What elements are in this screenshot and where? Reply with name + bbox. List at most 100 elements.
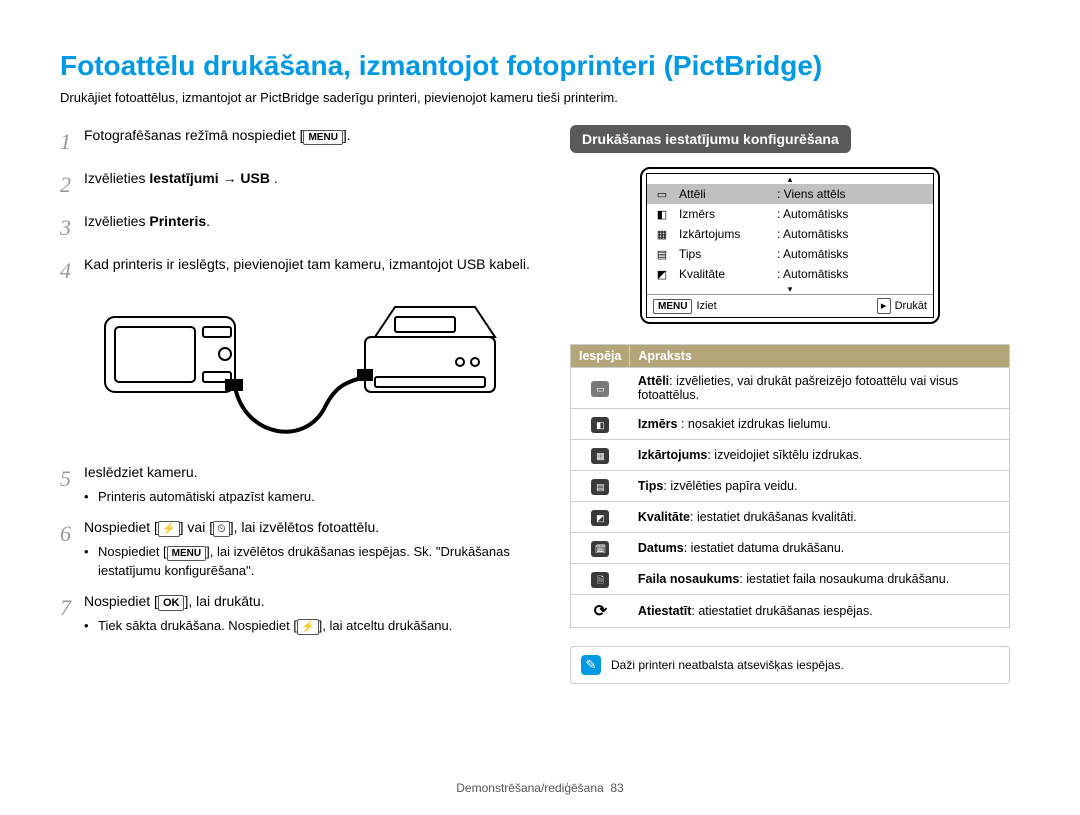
lcd-value: : Viens attēls — [777, 187, 927, 201]
step-text: Tiek sākta drukāšana. Nospiediet [ — [98, 618, 297, 633]
step-body: Izvēlieties Printeris. — [84, 211, 530, 232]
step-sub: Printeris automātiski atpazīst kameru. — [84, 487, 530, 507]
lcd-row-size: ◧ Izmērs : Automātisks — [647, 204, 933, 224]
lcd-row-images: ▭ Attēli : Viens attēls — [647, 184, 933, 204]
lcd-row-layout: ▦ Izkārtojums : Automātisks — [647, 224, 933, 244]
note-box: ✎ Daži printeri neatbalsta atsevišķas ie… — [570, 646, 1010, 684]
step-number: 4 — [60, 254, 84, 287]
table-row: 🗓 Datums: iestatiet datuma drukāšanu. — [571, 533, 1010, 564]
opt-date-icon: 🗓 — [571, 533, 630, 564]
opt-filename-icon: 🗎 — [571, 564, 630, 595]
lcd-inner: ▴ ▭ Attēli : Viens attēls ◧ Izmērs : Aut… — [646, 173, 934, 318]
lcd-exit: MENU Iziet — [653, 298, 717, 314]
step-number: 5 — [60, 462, 84, 495]
step-number: 2 — [60, 168, 84, 201]
opt-images-icon: ▭ — [571, 368, 630, 409]
left-column: 1 Fotografēšanas režīmā nospiediet [MENU… — [60, 125, 530, 684]
step-body: Ieslēdziet kameru. Printeris automātiski… — [84, 462, 530, 507]
lcd-value: : Automātisks — [777, 267, 927, 281]
step-body: Nospiediet [OK], lai drukātu. Tiek sākta… — [84, 591, 530, 636]
right-column: Drukāšanas iestatījumu konfigurēšana ▴ ▭… — [570, 125, 1010, 684]
lcd-value: : Automātisks — [777, 227, 927, 241]
col-desc: Apraksts — [630, 345, 1010, 368]
content-columns: 1 Fotografēšanas režīmā nospiediet [MENU… — [60, 125, 1020, 684]
step-5: 5 Ieslēdziet kameru. Printeris automātis… — [60, 462, 530, 507]
page-number: 83 — [610, 781, 623, 795]
menu-button-icon: MENU — [653, 299, 692, 314]
lcd-print-label: Drukāt — [895, 300, 927, 312]
opt-size-icon: ◧ — [571, 409, 630, 440]
opt-desc: Datums: iestatiet datuma drukāšanu. — [630, 533, 1010, 564]
config-section-header: Drukāšanas iestatījumu konfigurēšana — [570, 125, 851, 153]
step-text: Fotografēšanas režīmā nospiediet [ — [84, 127, 303, 143]
lcd-exit-label: Iziet — [696, 300, 716, 312]
page-subtitle: Drukājiet fotoattēlus, izmantojot ar Pic… — [60, 90, 1020, 105]
menu-button-icon: MENU — [167, 546, 206, 561]
table-row: ◧ Izmērs : nosakiet izdrukas lielumu. — [571, 409, 1010, 440]
step-text: Nospiediet [ — [84, 593, 158, 609]
opt-desc: Izmērs : nosakiet izdrukas lielumu. — [630, 409, 1010, 440]
opt-desc: Atiestatīt: atiestatiet drukāšanas iespē… — [630, 595, 1010, 628]
step-body: Nospiediet [⚡] vai [⏲], lai izvēlētos fo… — [84, 517, 530, 581]
lcd-layout-icon: ▦ — [653, 227, 671, 241]
step-1: 1 Fotografēšanas režīmā nospiediet [MENU… — [60, 125, 530, 158]
step-3: 3 Izvēlieties Printeris. — [60, 211, 530, 244]
step-text: Ieslēdziet kameru. — [84, 464, 198, 480]
lcd-label: Attēli — [679, 187, 769, 201]
opt-desc: Faila nosaukums: iestatiet faila nosauku… — [630, 564, 1010, 595]
camera-printer-illustration — [60, 297, 530, 447]
options-table-body: ▭ Attēli: izvēlieties, vai drukāt pašrei… — [571, 368, 1010, 628]
lcd-label: Izkārtojums — [679, 227, 769, 241]
step-text: Nospiediet [ — [98, 544, 167, 559]
note-text: Daži printeri neatbalsta atsevišķas iesp… — [611, 658, 844, 672]
lcd-print: ▸ Drukāt — [877, 298, 927, 314]
step-text: Nospiediet [ — [84, 519, 158, 535]
table-row: 🗎 Faila nosaukums: iestatiet faila nosau… — [571, 564, 1010, 595]
table-row: ▭ Attēli: izvēlieties, vai drukāt pašrei… — [571, 368, 1010, 409]
lcd-row-quality: ◩ Kvalitāte : Automātisks — [647, 264, 933, 284]
col-option: Iespēja — [571, 345, 630, 368]
opt-desc: Kvalitāte: iestatiet drukāšanas kvalitāt… — [630, 502, 1010, 533]
opt-reset-icon: ⟳ — [571, 595, 630, 628]
lcd-value: : Automātisks — [777, 247, 927, 261]
arrow-icon: → — [223, 170, 237, 186]
opt-desc: Attēli: izvēlieties, vai drukāt pašreizē… — [630, 368, 1010, 409]
flash-button-icon: ⚡ — [158, 521, 180, 537]
footer-section: Demonstrēšana/rediģēšana — [456, 781, 603, 795]
ok-button-icon: OK — [158, 595, 185, 611]
opt-desc: Tips: izvēlēties papīra veidu. — [630, 471, 1010, 502]
step-number: 1 — [60, 125, 84, 158]
play-icon: ▸ — [877, 298, 891, 314]
step-sub: Tiek sākta drukāšana. Nospiediet [⚡], la… — [84, 616, 530, 636]
options-table: Iespēja Apraksts ▭ Attēli: izvēlieties, … — [570, 344, 1010, 628]
lcd-images-icon: ▭ — [653, 187, 671, 201]
lcd-quality-icon: ◩ — [653, 267, 671, 281]
lcd-value: : Automātisks — [777, 207, 927, 221]
step-number: 6 — [60, 517, 84, 550]
step-text: ], lai izvēlētos fotoattēlu. — [230, 519, 379, 535]
lcd-panel: ▴ ▭ Attēli : Viens attēls ◧ Izmērs : Aut… — [640, 167, 940, 324]
lcd-size-icon: ◧ — [653, 207, 671, 221]
opt-desc: Izkārtojums: izveidojiet sīktēlu izdruka… — [630, 440, 1010, 471]
step-7: 7 Nospiediet [OK], lai drukātu. Tiek sāk… — [60, 591, 530, 636]
step-text: ], lai drukātu. — [184, 593, 264, 609]
lcd-row-type: ▤ Tips : Automātisks — [647, 244, 933, 264]
table-row: ⟳ Atiestatīt: atiestatiet drukāšanas ies… — [571, 595, 1010, 628]
table-row: ▦ Izkārtojums: izveidojiet sīktēlu izdru… — [571, 440, 1010, 471]
timer-button-icon: ⏲ — [213, 521, 230, 537]
lcd-footer: MENU Iziet ▸ Drukāt — [647, 294, 933, 317]
opt-type-icon: ▤ — [571, 471, 630, 502]
step-number: 7 — [60, 591, 84, 624]
step-4: 4 Kad printeris ir ieslēgts, pievienojie… — [60, 254, 530, 287]
step-number: 3 — [60, 211, 84, 244]
opt-quality-icon: ◩ — [571, 502, 630, 533]
step-sub: Nospiediet [MENU], lai izvēlētos drukāša… — [84, 542, 530, 581]
step-body: Izvēlieties Iestatījumi → USB . — [84, 168, 530, 189]
step-body: Fotografēšanas režīmā nospiediet [MENU]. — [84, 125, 530, 146]
lcd-label: Kvalitāte — [679, 267, 769, 281]
page-title: Fotoattēlu drukāšana, izmantojot fotopri… — [60, 50, 1020, 82]
options-table-head: Iespēja Apraksts — [571, 345, 1010, 368]
step-text: ], lai atceltu drukāšanu. — [319, 618, 453, 633]
page-footer: Demonstrēšana/rediģēšana 83 — [0, 781, 1080, 795]
lcd-down-arrow-icon: ▾ — [647, 284, 933, 294]
